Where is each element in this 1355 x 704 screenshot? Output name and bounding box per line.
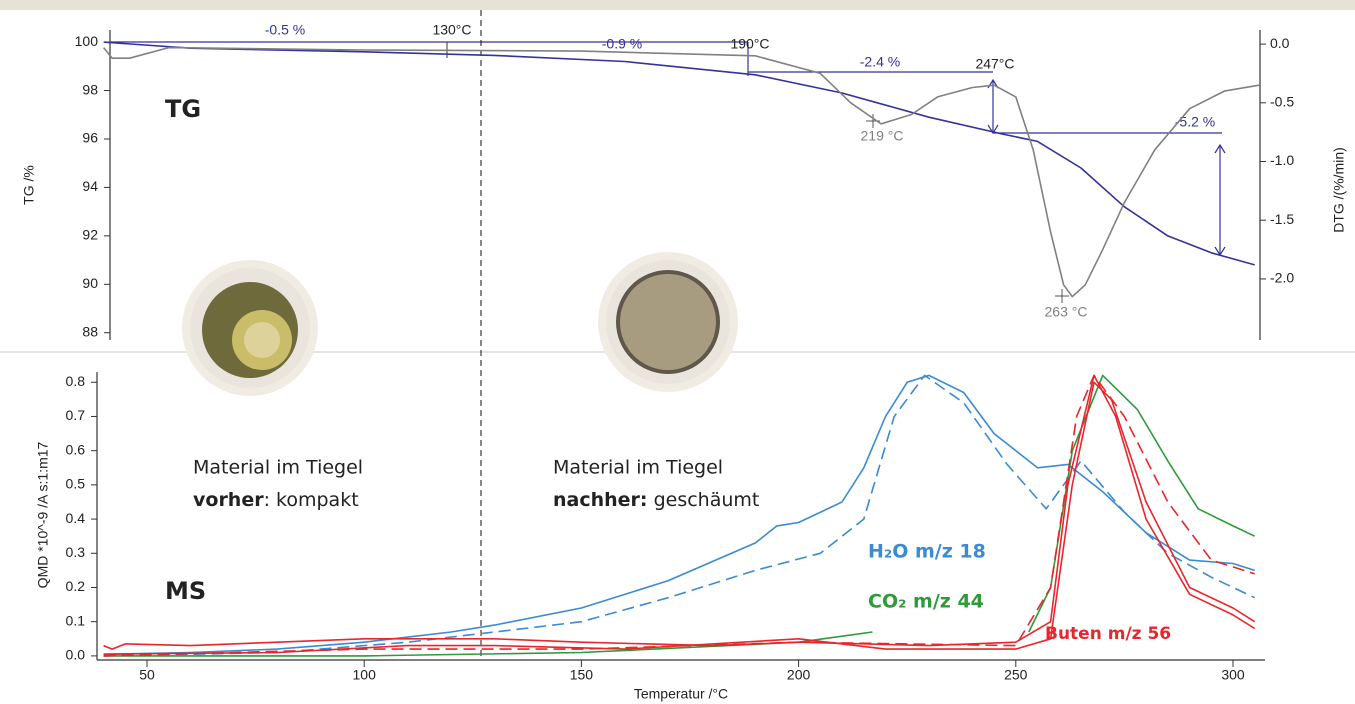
- step-lines: [110, 42, 1225, 255]
- y2-tick-label: -1.0: [1270, 152, 1294, 168]
- legend-label: CO₂ m/z 44: [868, 591, 984, 613]
- x-tick-label: 150: [570, 667, 594, 683]
- y-tick-label: 92: [82, 227, 98, 243]
- series-line: [104, 375, 1255, 656]
- series-line: [104, 375, 1255, 654]
- x-tick-label: 200: [787, 667, 811, 683]
- y-tick-label: 100: [75, 33, 99, 49]
- y-axis-title: TG /%: [21, 165, 37, 205]
- y-tick-label: 0.1: [66, 612, 86, 628]
- y-tick-label: 96: [82, 130, 98, 146]
- photo-before: [182, 260, 318, 396]
- caption: vorher: kompakt: [193, 489, 359, 511]
- caption-text: geschäumt: [648, 489, 760, 511]
- series-line: [104, 375, 1255, 656]
- annotations: -0.5 % 130°C -0.9 % 190°C -2.4 % 247°C -…: [265, 22, 1215, 320]
- x-tick-label: 250: [1004, 667, 1028, 683]
- caption-text: : kompakt: [264, 489, 359, 511]
- y2-tick-label: -0.5: [1270, 94, 1294, 110]
- y-tick-label: 0.5: [66, 476, 86, 492]
- panel-label: MS: [165, 577, 206, 605]
- y2-axis-title: DTG /(%/min): [1331, 147, 1347, 233]
- y-tick-label: 0.3: [66, 544, 86, 560]
- series-line: [104, 375, 1255, 656]
- annotation: -5.2 %: [1175, 114, 1215, 130]
- caption-bold: nachher:: [553, 489, 648, 511]
- legend-label: Buten m/z 56: [1045, 624, 1171, 644]
- y-tick-label: 90: [82, 275, 98, 291]
- x-tick-label: 100: [353, 667, 377, 683]
- annotation: 263 °C: [1045, 304, 1088, 320]
- x-tick-label: 50: [139, 667, 155, 683]
- y2-tick-label: -1.5: [1270, 211, 1294, 227]
- photo-after: [598, 252, 738, 392]
- y-tick-label: 0.2: [66, 578, 86, 594]
- annotation: 190°C: [730, 36, 769, 52]
- caption-bold: vorher: [193, 489, 264, 511]
- y2-tick-label: -2.0: [1270, 270, 1294, 286]
- figure: -0.5 % 130°C -0.9 % 190°C -2.4 % 247°C -…: [0, 0, 1355, 704]
- x-axis-title: Temperatur /°C: [634, 686, 728, 702]
- y-tick-label: 0.0: [66, 647, 86, 663]
- y-tick-label: 0.7: [66, 407, 86, 423]
- annotation: -0.9 %: [602, 36, 642, 52]
- y-axis-title: QMD *10^-9 /A s:1:m17: [35, 441, 51, 588]
- series-line: [104, 42, 1255, 265]
- series-line: [104, 375, 1255, 649]
- annotation: -0.5 %: [265, 22, 305, 38]
- caption: Material im Tiegel: [193, 457, 363, 479]
- annotation: 219 °C: [861, 128, 904, 144]
- y2-tick-label: 0.0: [1270, 35, 1290, 51]
- y-tick-label: 0.4: [66, 510, 86, 526]
- x-tick-label: 300: [1221, 667, 1245, 683]
- caption: Material im Tiegel: [553, 457, 723, 479]
- y-tick-label: 0.8: [66, 373, 86, 389]
- caption: nachher: geschäumt: [553, 489, 759, 511]
- top-band: [0, 0, 1355, 10]
- y-tick-label: 94: [82, 178, 98, 194]
- annotation: -2.4 %: [860, 54, 900, 70]
- annotation: 247°C: [975, 56, 1014, 72]
- y-tick-label: 0.6: [66, 441, 86, 457]
- legend-label: H₂O m/z 18: [868, 541, 986, 563]
- annotation: 130°C: [432, 22, 471, 38]
- y-tick-label: 88: [82, 323, 98, 339]
- panel-label: TG: [165, 95, 201, 123]
- y-tick-label: 98: [82, 81, 98, 97]
